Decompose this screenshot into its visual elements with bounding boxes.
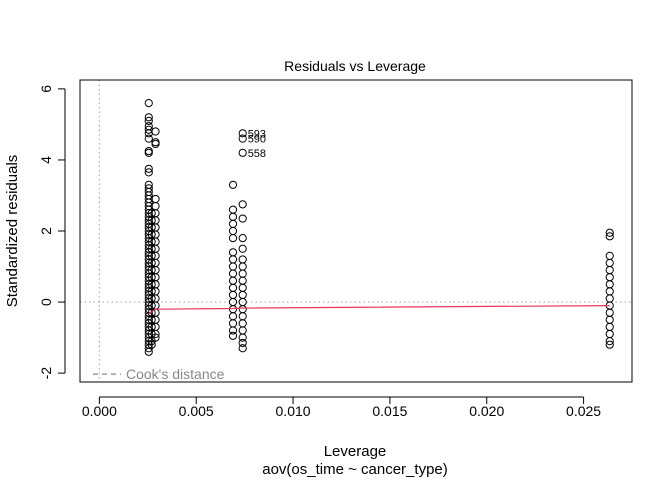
x-tick-label: 0.015 bbox=[372, 403, 407, 419]
x-axis-subtitle: aov(os_time ~ cancer_type) bbox=[262, 461, 448, 478]
data-point bbox=[605, 315, 614, 324]
data-point bbox=[144, 148, 153, 157]
data-point bbox=[228, 290, 238, 300]
chart-title: Residuals vs Leverage bbox=[284, 58, 426, 74]
smooth-fit-line bbox=[148, 305, 610, 315]
data-point bbox=[605, 273, 614, 282]
data-point bbox=[605, 280, 614, 289]
data-point bbox=[144, 164, 153, 173]
data-point bbox=[151, 202, 160, 211]
data-point bbox=[238, 262, 247, 271]
data-point bbox=[228, 283, 238, 292]
x-axis-label: Leverage bbox=[324, 443, 387, 460]
cooks-distance-legend-label: Cook's distance bbox=[126, 366, 225, 382]
data-point bbox=[605, 232, 614, 241]
x-tick-label: 0.005 bbox=[179, 403, 214, 419]
data-point bbox=[238, 290, 247, 300]
data-point bbox=[228, 331, 238, 340]
data-point bbox=[144, 168, 153, 177]
data-point bbox=[238, 244, 247, 253]
data-point bbox=[605, 265, 614, 275]
y-tick-label: 2 bbox=[38, 227, 54, 235]
data-point bbox=[147, 340, 156, 349]
smooth-line-layer bbox=[148, 305, 610, 315]
data-point bbox=[238, 338, 247, 348]
data-point bbox=[238, 214, 247, 223]
data-point bbox=[228, 326, 238, 335]
data-point bbox=[605, 337, 614, 346]
point-label: 590 bbox=[248, 134, 266, 146]
data-point bbox=[151, 127, 160, 136]
data-point bbox=[144, 347, 153, 356]
data-point bbox=[605, 340, 614, 349]
data-point bbox=[238, 326, 247, 335]
plot-frame bbox=[79, 79, 633, 383]
data-point bbox=[605, 228, 614, 237]
data-point bbox=[228, 180, 238, 189]
data-point bbox=[228, 269, 238, 278]
data-point bbox=[228, 205, 238, 214]
data-point bbox=[238, 276, 247, 285]
data-point bbox=[144, 98, 153, 108]
data-point bbox=[228, 234, 238, 243]
data-point bbox=[605, 287, 614, 296]
y-tick-label: 0 bbox=[38, 298, 54, 306]
reference-lines bbox=[80, 80, 632, 382]
data-point bbox=[238, 283, 247, 292]
data-point bbox=[228, 319, 238, 328]
point-label: 593 bbox=[248, 128, 266, 140]
y-tick-label: 4 bbox=[38, 156, 54, 164]
data-point bbox=[144, 113, 153, 122]
data-point bbox=[228, 255, 238, 264]
data-point bbox=[151, 329, 160, 339]
data-point bbox=[238, 344, 247, 353]
data-point bbox=[238, 234, 247, 243]
data-point bbox=[238, 305, 247, 314]
data-point bbox=[228, 262, 238, 271]
data-point bbox=[151, 139, 160, 149]
data-point bbox=[238, 255, 247, 264]
data-point bbox=[238, 129, 247, 138]
data-point bbox=[605, 258, 614, 268]
data-point bbox=[238, 200, 247, 209]
y-tick-label: -2 bbox=[38, 367, 54, 380]
data-point bbox=[228, 276, 238, 285]
y-tick-label: 6 bbox=[38, 85, 54, 93]
axes: 0.000 0.005 0.010 0.015 0.020 0.025 -2 0 2 4 6 bbox=[38, 79, 633, 419]
data-point bbox=[605, 251, 614, 260]
y-axis-label: Standardized residuals bbox=[4, 155, 21, 308]
data-point bbox=[151, 138, 160, 147]
data-point bbox=[228, 219, 238, 228]
data-point bbox=[238, 269, 247, 278]
data-point bbox=[228, 248, 238, 257]
data-point bbox=[605, 329, 614, 339]
data-point bbox=[605, 322, 614, 332]
data-point bbox=[238, 148, 247, 157]
data-point bbox=[144, 116, 153, 125]
data-point bbox=[151, 194, 160, 204]
x-tick-label: 0.025 bbox=[566, 403, 601, 419]
data-point bbox=[228, 226, 238, 236]
data-point bbox=[144, 146, 153, 156]
point-label: 558 bbox=[248, 148, 266, 160]
data-points bbox=[144, 98, 614, 356]
x-tick-label: 0.010 bbox=[276, 403, 311, 419]
data-point bbox=[228, 305, 238, 314]
data-point bbox=[228, 212, 238, 221]
legend: Cook's distance bbox=[93, 366, 225, 382]
x-tick-label: 0.000 bbox=[82, 403, 117, 419]
data-point bbox=[238, 319, 247, 328]
data-point bbox=[228, 312, 238, 321]
data-point bbox=[238, 333, 247, 342]
data-point bbox=[238, 312, 247, 321]
data-point bbox=[605, 308, 614, 317]
data-point bbox=[238, 134, 247, 143]
data-point bbox=[605, 294, 614, 303]
data-point bbox=[144, 134, 153, 143]
x-tick-label: 0.020 bbox=[469, 403, 504, 419]
data-point bbox=[151, 333, 160, 342]
